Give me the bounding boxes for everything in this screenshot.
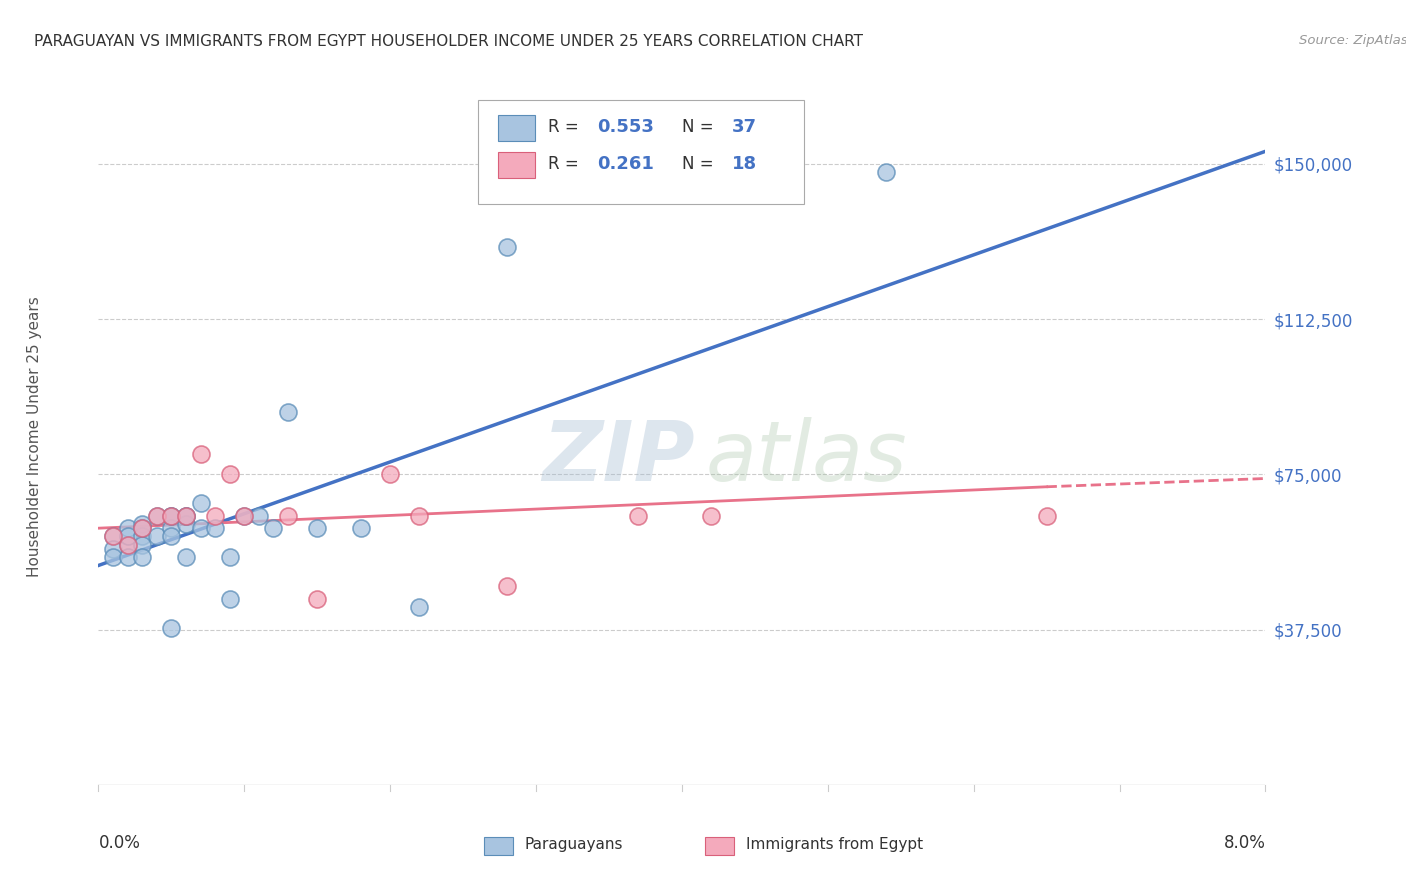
Text: 37: 37 [733,118,756,136]
Point [117,550,139,565]
Text: atlas: atlas [706,417,907,499]
Point [160,508,183,523]
Point [277,405,299,419]
Point [117,521,139,535]
Point [190,521,212,535]
Text: Householder Income Under 25 years: Householder Income Under 25 years [27,297,42,577]
Text: ZIP: ZIP [541,417,695,499]
Point [408,599,430,614]
Bar [484,837,513,855]
Bar [706,837,734,855]
Text: 0.553: 0.553 [596,118,654,136]
Point [218,550,240,565]
Point [307,521,329,535]
Point [146,508,169,523]
Point [350,521,373,535]
Text: 8.0%: 8.0% [1223,834,1265,852]
Point [408,508,430,523]
Point [233,508,256,523]
Text: Paraguayans: Paraguayans [524,837,623,852]
Point [496,579,519,593]
Point [101,541,124,556]
Text: R =: R = [548,118,583,136]
Point [277,508,299,523]
FancyBboxPatch shape [478,100,804,204]
Point [262,521,284,535]
Point [218,467,240,482]
Point [174,550,197,565]
Point [174,508,197,523]
Text: PARAGUAYAN VS IMMIGRANTS FROM EGYPT HOUSEHOLDER INCOME UNDER 25 YEARS CORRELATIO: PARAGUAYAN VS IMMIGRANTS FROM EGYPT HOUS… [34,34,863,48]
Point [146,529,169,543]
Text: 18: 18 [733,154,758,173]
Point [117,538,139,552]
Point [247,508,270,523]
Point [875,165,897,179]
Point [174,508,197,523]
Point [160,529,183,543]
Text: R =: R = [548,154,583,173]
Text: Source: ZipAtlas.com: Source: ZipAtlas.com [1299,34,1406,46]
Point [1035,508,1057,523]
Point [190,447,212,461]
Point [101,550,124,565]
Point [160,621,183,635]
Point [146,508,169,523]
Point [160,508,183,523]
Text: 0.0%: 0.0% [98,834,141,852]
Point [117,529,139,543]
Point [131,521,153,535]
Point [233,508,256,523]
Point [131,521,153,535]
Point [160,521,183,535]
Point [627,508,650,523]
Point [190,496,212,510]
Point [131,529,153,543]
Point [307,591,329,606]
Point [131,516,153,531]
Point [496,239,519,253]
Point [700,508,723,523]
Point [218,591,240,606]
Point [131,538,153,552]
Text: 0.261: 0.261 [596,154,654,173]
Bar [498,152,534,178]
Point [101,529,124,543]
Text: N =: N = [682,118,718,136]
Point [204,521,226,535]
Bar [498,115,534,141]
Point [117,538,139,552]
Point [380,467,402,482]
Point [160,508,183,523]
Text: N =: N = [682,154,718,173]
Point [131,550,153,565]
Text: Immigrants from Egypt: Immigrants from Egypt [747,837,924,852]
Point [204,508,226,523]
Point [174,516,197,531]
Point [174,508,197,523]
Point [101,529,124,543]
